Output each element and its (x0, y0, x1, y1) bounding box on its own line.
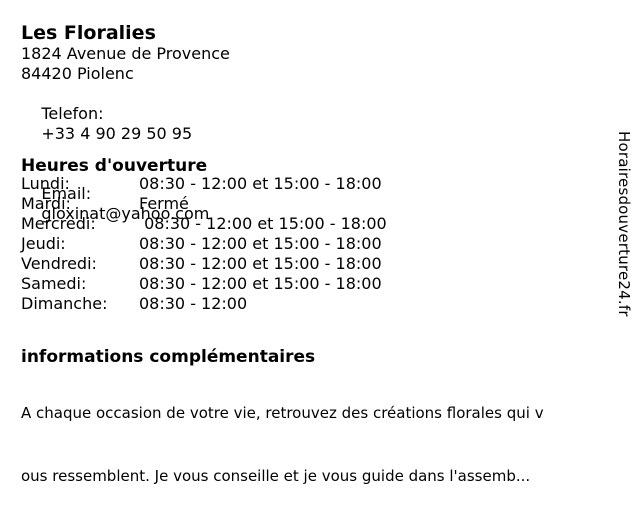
hours-row-friday: Vendredi: 08:30 - 12:00 et 15:00 - 18:00 (21, 254, 387, 274)
address-street: 1824 Avenue de Provence (21, 44, 230, 63)
day-hours: 08:30 - 12:00 et 15:00 - 18:00 (139, 174, 382, 193)
day-hours: 08:30 - 12:00 et 15:00 - 18:00 (139, 234, 382, 253)
hours-row-tuesday: Mardi: Fermé (21, 194, 387, 214)
opening-hours-heading: Heures d'ouverture (21, 156, 208, 177)
opening-hours-table: Lundi: 08:30 - 12:00 et 15:00 - 18:00 Ma… (21, 174, 387, 314)
day-hours: 08:30 - 12:00 et 15:00 - 18:00 (139, 214, 387, 233)
day-label: Mercredi: (21, 214, 96, 233)
day-hours: Fermé (139, 194, 189, 213)
additional-info-heading: informations complémentaires (21, 347, 316, 368)
day-label: Jeudi: (21, 234, 66, 253)
email-label: Email: (41, 184, 92, 203)
info-text-line-2: ous ressemblent. Je vous conseille et je… (21, 467, 531, 485)
hours-row-wednesday: Mercredi: 08:30 - 12:00 et 15:00 - 18:00 (21, 214, 387, 234)
phone-line: Telefon: +33 4 90 29 50 95 (21, 84, 230, 164)
day-label: Samedi: (21, 274, 87, 293)
day-label: Dimanche: (21, 294, 108, 313)
site-watermark: Horairesdouverture24.fr (615, 131, 633, 317)
email-line: Email: gloxinat@yahoo.com (21, 164, 230, 244)
contact-block: 1824 Avenue de Provence 84420 Piolenc Te… (21, 44, 230, 244)
hours-row-saturday: Samedi: 08:30 - 12:00 et 15:00 - 18:00 (21, 274, 387, 294)
day-label: Vendredi: (21, 254, 97, 273)
phone-value: +33 4 90 29 50 95 (41, 124, 193, 143)
phone-label: Telefon: (41, 104, 104, 123)
day-label: Mardi: (21, 194, 71, 213)
business-name: Les Floralies (21, 21, 156, 44)
day-hours: 08:30 - 12:00 (139, 294, 248, 313)
hours-row-sunday: Dimanche: 08:30 - 12:00 (21, 294, 387, 314)
additional-info-text: A chaque occasion de votre vie, retrouve… (21, 361, 544, 508)
hours-row-monday: Lundi: 08:30 - 12:00 et 15:00 - 18:00 (21, 174, 387, 194)
email-value: gloxinat@yahoo.com (41, 204, 210, 223)
info-text-line-1: A chaque occasion de votre vie, retrouve… (21, 404, 544, 422)
address-city: 84420 Piolenc (21, 64, 134, 83)
day-label: Lundi: (21, 174, 70, 193)
day-hours: 08:30 - 12:00 et 15:00 - 18:00 (139, 274, 382, 293)
hours-row-thursday: Jeudi: 08:30 - 12:00 et 15:00 - 18:00 (21, 234, 387, 254)
day-hours: 08:30 - 12:00 et 15:00 - 18:00 (139, 254, 382, 273)
